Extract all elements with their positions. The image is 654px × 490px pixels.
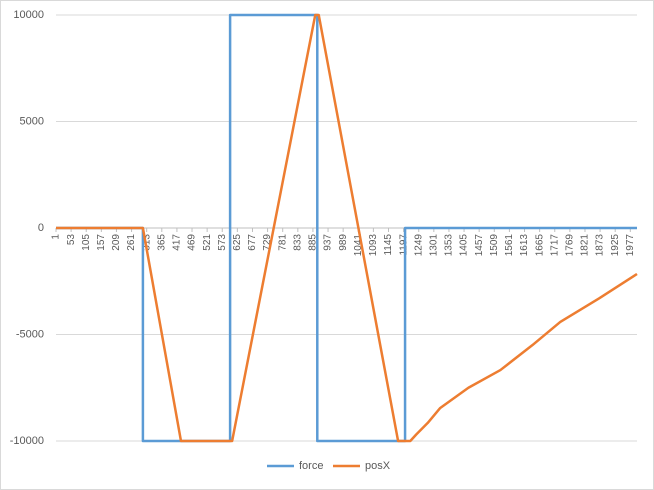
x-tick-label: 1093 <box>368 234 379 257</box>
x-tick-label: 1665 <box>534 234 545 257</box>
x-tick-label: 781 <box>277 234 288 251</box>
x-tick-label: 677 <box>247 234 258 251</box>
series-line <box>56 13 638 443</box>
x-tick-label: 625 <box>232 234 243 251</box>
x-tick-label: 313 <box>141 234 152 251</box>
x-tick-label: 1249 <box>413 234 424 257</box>
y-tick-label: 10000 <box>13 9 44 21</box>
x-tick-label: 1457 <box>474 234 485 257</box>
x-tick-label: 1509 <box>489 234 500 257</box>
y-tick-label: -10000 <box>10 435 44 447</box>
x-tick-label: 885 <box>308 234 319 251</box>
x-tick-label: 469 <box>187 234 198 251</box>
legend-label: posX <box>365 460 391 472</box>
x-tick-label: 1613 <box>519 234 530 257</box>
x-tick-label: 729 <box>262 234 273 251</box>
y-tick-label: -5000 <box>16 328 44 340</box>
x-tick-label: 1561 <box>504 234 515 257</box>
x-tick-label: 261 <box>126 234 137 251</box>
x-tick-label: 521 <box>202 234 213 251</box>
x-tick-label: 573 <box>217 234 228 251</box>
x-tick-label: 1873 <box>595 234 606 257</box>
x-tick-label: 1717 <box>549 234 560 257</box>
x-tick-label: 105 <box>81 234 92 251</box>
x-tick-label: 989 <box>338 234 349 251</box>
x-tick-label: 157 <box>96 234 107 251</box>
legend-label: force <box>299 460 323 472</box>
x-tick-label: 1 <box>51 234 62 240</box>
x-tick-label: 365 <box>156 234 167 251</box>
x-tick-label: 1821 <box>580 234 591 257</box>
x-tick-label: 833 <box>292 234 303 251</box>
x-tick-label: 1197 <box>398 234 409 256</box>
x-tick-label: 1041 <box>353 234 364 257</box>
x-tick-label: 53 <box>66 234 77 246</box>
x-tick-label: 1405 <box>459 234 470 257</box>
x-tick-label: 1145 <box>383 234 394 256</box>
y-tick-label: 0 <box>38 222 44 234</box>
x-tick-label: 1977 <box>625 234 636 257</box>
x-tick-label: 417 <box>172 234 183 251</box>
x-tick-label: 1925 <box>610 234 621 257</box>
x-tick-label: 1353 <box>444 234 455 257</box>
x-tick-label: 937 <box>323 234 334 251</box>
x-tick-label: 1301 <box>428 234 439 257</box>
x-tick-label: 1769 <box>565 234 576 257</box>
series-line <box>56 13 637 443</box>
y-tick-label: 5000 <box>20 115 44 127</box>
x-tick-label: 209 <box>111 234 122 251</box>
